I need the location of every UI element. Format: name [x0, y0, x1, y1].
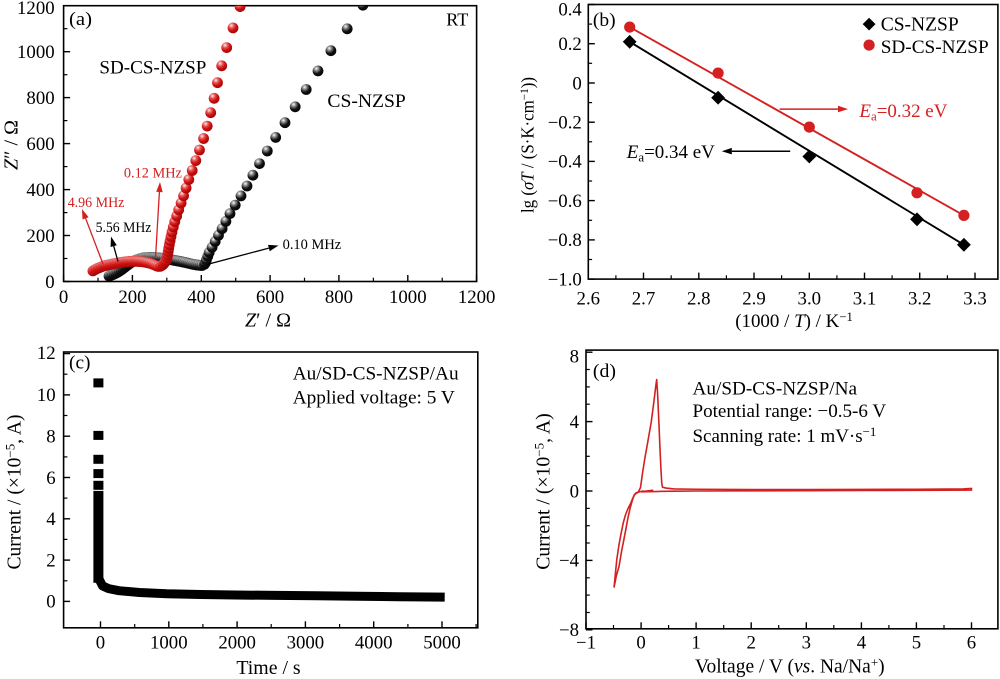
- svg-text:Au/SD-CS-NZSP/Na: Au/SD-CS-NZSP/Na: [693, 379, 858, 400]
- svg-text:0: 0: [96, 632, 105, 653]
- svg-text:8: 8: [570, 347, 579, 368]
- svg-text:Applied voltage: 5 V: Applied voltage: 5 V: [293, 388, 455, 409]
- svg-text:200: 200: [26, 226, 54, 247]
- svg-text:0: 0: [636, 632, 645, 653]
- svg-text:10: 10: [37, 385, 56, 406]
- svg-text:1000: 1000: [17, 42, 55, 63]
- svg-text:6: 6: [967, 632, 976, 653]
- svg-text:800: 800: [325, 287, 353, 308]
- svg-text:−4: −4: [559, 551, 580, 572]
- svg-text:5: 5: [912, 632, 921, 653]
- svg-text:800: 800: [26, 88, 54, 109]
- svg-text:Au/SD-CS-NZSP/Au: Au/SD-CS-NZSP/Au: [293, 364, 459, 385]
- svg-text:5.56 MHz: 5.56 MHz: [96, 220, 152, 236]
- svg-text:6: 6: [46, 468, 55, 489]
- svg-text:−0.2: −0.2: [548, 113, 582, 134]
- svg-text:12: 12: [37, 343, 56, 364]
- svg-text:0.2: 0.2: [558, 34, 581, 55]
- svg-text:2.8: 2.8: [687, 288, 710, 309]
- svg-text:0.12 MHz: 0.12 MHz: [124, 165, 182, 181]
- svg-text:0: 0: [45, 272, 54, 293]
- svg-text:SD-CS-NZSP: SD-CS-NZSP: [881, 37, 989, 58]
- svg-text:8: 8: [46, 427, 55, 448]
- svg-text:400: 400: [26, 180, 54, 201]
- svg-text:−1: −1: [576, 632, 596, 653]
- svg-text:(c): (c): [69, 353, 91, 374]
- svg-text:(b): (b): [593, 10, 616, 31]
- svg-text:−1.0: −1.0: [548, 269, 582, 290]
- svg-text:400: 400: [187, 287, 215, 308]
- svg-text:4000: 4000: [355, 632, 393, 653]
- svg-text:2: 2: [46, 550, 55, 571]
- svg-text:3.2: 3.2: [908, 288, 931, 309]
- svg-text:200: 200: [118, 287, 146, 308]
- svg-text:3.3: 3.3: [963, 288, 986, 309]
- svg-text:CS-NZSP: CS-NZSP: [881, 15, 959, 36]
- svg-text:600: 600: [26, 134, 54, 155]
- svg-text:1000: 1000: [389, 287, 427, 308]
- svg-text:RT: RT: [446, 10, 468, 30]
- svg-text:2.9: 2.9: [742, 288, 765, 309]
- svg-text:SD-CS-NZSP: SD-CS-NZSP: [99, 58, 206, 79]
- svg-text:1000: 1000: [150, 632, 188, 653]
- svg-text:4: 4: [46, 509, 56, 530]
- svg-text:Z′ / Ω: Z′ / Ω: [245, 311, 291, 332]
- svg-text:4: 4: [570, 412, 580, 433]
- svg-text:Ea=0.32 eV: Ea=0.32 eV: [858, 101, 947, 124]
- svg-text:4: 4: [857, 632, 867, 653]
- svg-text:Potential range: −0.5-6 V: Potential range: −0.5-6 V: [693, 401, 887, 422]
- svg-text:Z″ / Ω: Z″ / Ω: [2, 120, 23, 170]
- svg-text:3000: 3000: [287, 632, 325, 653]
- svg-text:3: 3: [802, 632, 811, 653]
- svg-text:Time / s: Time / s: [236, 657, 300, 679]
- svg-text:1200: 1200: [17, 0, 55, 19]
- svg-text:0: 0: [570, 481, 579, 502]
- svg-text:−0.8: −0.8: [548, 230, 582, 251]
- svg-text:1200: 1200: [458, 287, 496, 308]
- svg-text:(a): (a): [69, 9, 92, 30]
- svg-text:Voltage / V (vs. Na/Na+): Voltage / V (vs. Na/Na+): [695, 655, 885, 678]
- svg-text:600: 600: [256, 287, 284, 308]
- svg-text:Current / (×10−5, A): Current / (×10−5, A): [3, 415, 26, 570]
- svg-text:4.96 MHz: 4.96 MHz: [68, 195, 125, 211]
- svg-text:CS-NZSP: CS-NZSP: [327, 91, 405, 112]
- svg-text:2: 2: [747, 632, 756, 653]
- svg-text:−8: −8: [559, 620, 579, 641]
- svg-text:0: 0: [59, 287, 68, 308]
- svg-text:0: 0: [572, 73, 581, 94]
- svg-text:Ea=0.34 eV: Ea=0.34 eV: [626, 142, 715, 165]
- svg-text:0.10 MHz: 0.10 MHz: [283, 237, 342, 253]
- svg-text:5000: 5000: [423, 632, 461, 653]
- svg-text:lg (σT / (S·K·cm−1)): lg (σT / (S·K·cm−1)): [517, 77, 538, 213]
- svg-text:Scanning rate: 1 mV·s−1: Scanning rate: 1 mV·s−1: [693, 424, 877, 447]
- svg-text:2.7: 2.7: [632, 288, 655, 309]
- svg-text:0.4: 0.4: [558, 0, 582, 21]
- svg-text:−0.4: −0.4: [548, 152, 583, 173]
- svg-text:(1000 / T) / K−1: (1000 / T) / K−1: [735, 310, 853, 332]
- svg-text:0: 0: [46, 592, 55, 613]
- svg-text:2.6: 2.6: [577, 288, 600, 309]
- svg-text:(d): (d): [593, 361, 616, 382]
- svg-text:−0.6: −0.6: [548, 191, 582, 212]
- svg-text:3.1: 3.1: [853, 288, 876, 309]
- svg-text:2000: 2000: [218, 632, 256, 653]
- svg-text:1: 1: [691, 632, 700, 653]
- svg-text:3.0: 3.0: [798, 288, 821, 309]
- svg-text:Current / (×10−5, A): Current / (×10−5, A): [532, 413, 555, 570]
